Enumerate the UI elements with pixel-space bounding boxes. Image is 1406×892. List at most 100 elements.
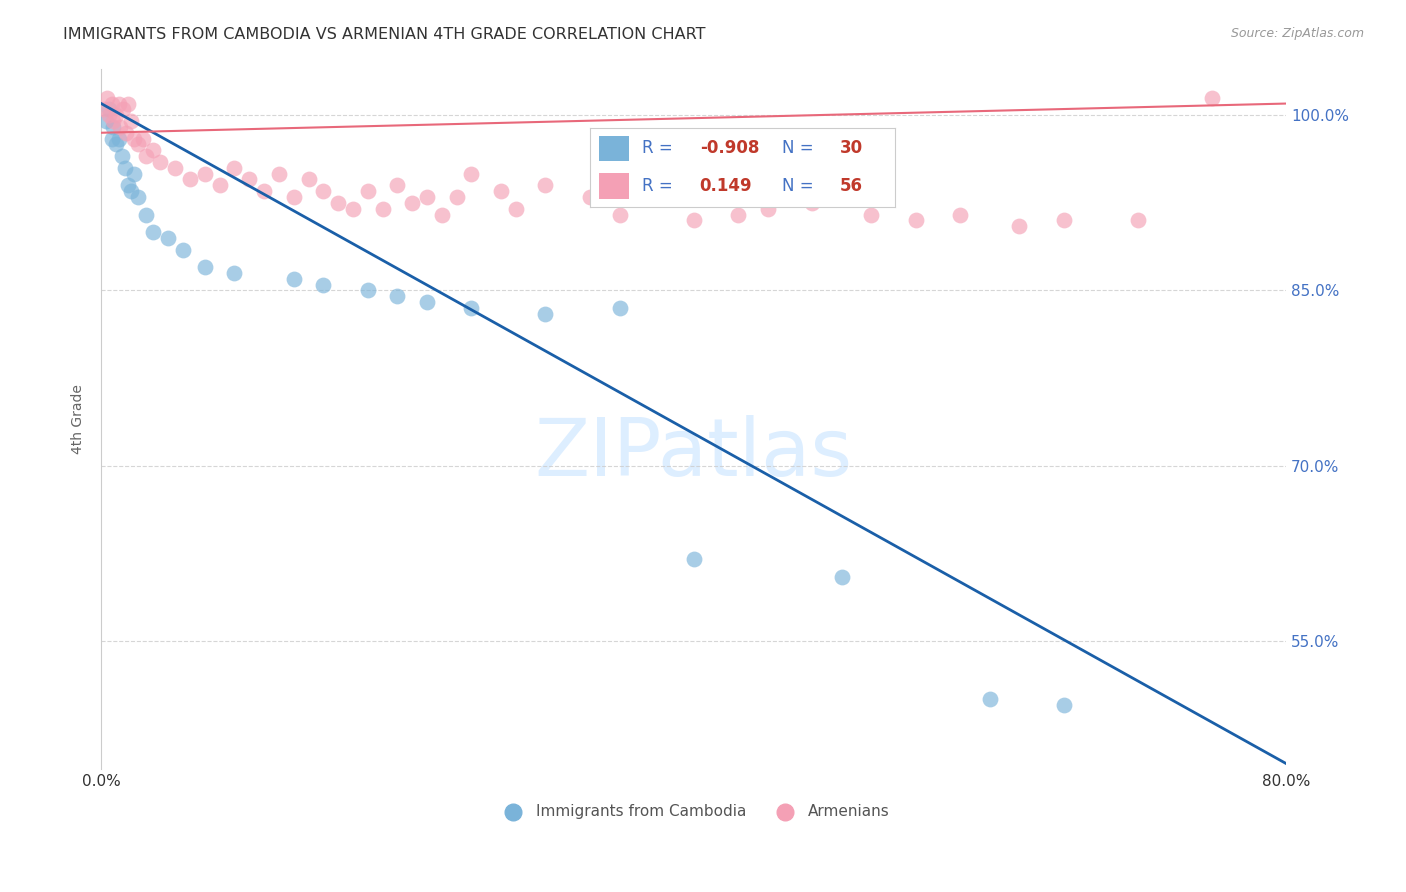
Point bbox=[860, 207, 883, 221]
Point bbox=[312, 184, 335, 198]
Point bbox=[505, 202, 527, 216]
Point bbox=[117, 178, 139, 193]
Point bbox=[105, 108, 128, 122]
Point bbox=[115, 126, 138, 140]
Point bbox=[112, 103, 135, 117]
Point bbox=[238, 172, 260, 186]
Point bbox=[114, 161, 136, 175]
Point bbox=[430, 207, 453, 221]
Text: -0.908: -0.908 bbox=[700, 139, 759, 157]
Point bbox=[131, 131, 153, 145]
Point bbox=[156, 231, 179, 245]
Point bbox=[727, 207, 749, 221]
Text: ZIPatlas: ZIPatlas bbox=[534, 415, 852, 493]
Point bbox=[1201, 91, 1223, 105]
Point bbox=[609, 301, 631, 315]
Point bbox=[682, 552, 704, 566]
Point bbox=[127, 190, 149, 204]
Point bbox=[534, 178, 557, 193]
Point bbox=[328, 195, 350, 210]
Point bbox=[401, 195, 423, 210]
Point bbox=[489, 184, 512, 198]
Legend: Immigrants from Cambodia, Armenians: Immigrants from Cambodia, Armenians bbox=[492, 797, 896, 825]
Point bbox=[283, 272, 305, 286]
FancyBboxPatch shape bbox=[599, 173, 630, 199]
Point bbox=[224, 266, 246, 280]
Point bbox=[460, 301, 482, 315]
Point bbox=[283, 190, 305, 204]
Point bbox=[371, 202, 394, 216]
Point bbox=[111, 149, 134, 163]
Point bbox=[122, 131, 145, 145]
Point bbox=[979, 692, 1001, 706]
Point bbox=[342, 202, 364, 216]
Point bbox=[1053, 213, 1076, 227]
Text: 0.149: 0.149 bbox=[700, 178, 752, 195]
Point bbox=[579, 190, 602, 204]
Text: IMMIGRANTS FROM CAMBODIA VS ARMENIAN 4TH GRADE CORRELATION CHART: IMMIGRANTS FROM CAMBODIA VS ARMENIAN 4TH… bbox=[63, 27, 706, 42]
Point bbox=[165, 161, 187, 175]
Point bbox=[534, 307, 557, 321]
Text: 30: 30 bbox=[839, 139, 863, 157]
Text: N =: N = bbox=[782, 178, 818, 195]
Point bbox=[117, 96, 139, 111]
Point bbox=[638, 184, 661, 198]
Point bbox=[96, 91, 118, 105]
Point bbox=[120, 114, 142, 128]
Point bbox=[267, 167, 290, 181]
Point bbox=[97, 108, 120, 122]
Point bbox=[416, 190, 439, 204]
Point bbox=[297, 172, 319, 186]
Point bbox=[122, 167, 145, 181]
Point bbox=[101, 120, 124, 134]
Point bbox=[105, 137, 128, 152]
Point bbox=[94, 114, 117, 128]
Text: R =: R = bbox=[641, 178, 683, 195]
Point bbox=[312, 277, 335, 292]
Point bbox=[224, 161, 246, 175]
Point bbox=[208, 178, 231, 193]
Point bbox=[100, 131, 122, 145]
Text: N =: N = bbox=[782, 139, 818, 157]
Point bbox=[108, 131, 131, 145]
Point bbox=[101, 114, 124, 128]
Point bbox=[756, 202, 779, 216]
Text: 56: 56 bbox=[839, 178, 863, 195]
Point bbox=[179, 172, 201, 186]
Point bbox=[194, 167, 217, 181]
Point bbox=[1008, 219, 1031, 234]
Point bbox=[446, 190, 468, 204]
Point bbox=[142, 225, 165, 239]
Point bbox=[1126, 213, 1149, 227]
Point bbox=[682, 213, 704, 227]
Point bbox=[108, 96, 131, 111]
Point bbox=[460, 167, 482, 181]
Point bbox=[416, 295, 439, 310]
Point bbox=[127, 137, 149, 152]
Point bbox=[387, 178, 409, 193]
Y-axis label: 4th Grade: 4th Grade bbox=[72, 384, 86, 454]
FancyBboxPatch shape bbox=[599, 136, 630, 161]
Point bbox=[831, 569, 853, 583]
Point bbox=[357, 284, 380, 298]
Point bbox=[110, 120, 132, 134]
Point bbox=[135, 207, 157, 221]
Point bbox=[172, 243, 194, 257]
Point bbox=[253, 184, 276, 198]
Point bbox=[142, 143, 165, 157]
Point bbox=[1053, 698, 1076, 712]
Text: R =: R = bbox=[641, 139, 678, 157]
Point bbox=[135, 149, 157, 163]
Point bbox=[357, 184, 380, 198]
Point bbox=[949, 207, 972, 221]
Point bbox=[387, 289, 409, 303]
Point bbox=[93, 103, 115, 117]
Point bbox=[801, 195, 824, 210]
Point bbox=[609, 207, 631, 221]
Point bbox=[149, 155, 172, 169]
Point bbox=[100, 96, 122, 111]
Point bbox=[97, 103, 120, 117]
Text: Source: ZipAtlas.com: Source: ZipAtlas.com bbox=[1230, 27, 1364, 40]
Point bbox=[194, 260, 217, 274]
Point bbox=[904, 213, 927, 227]
